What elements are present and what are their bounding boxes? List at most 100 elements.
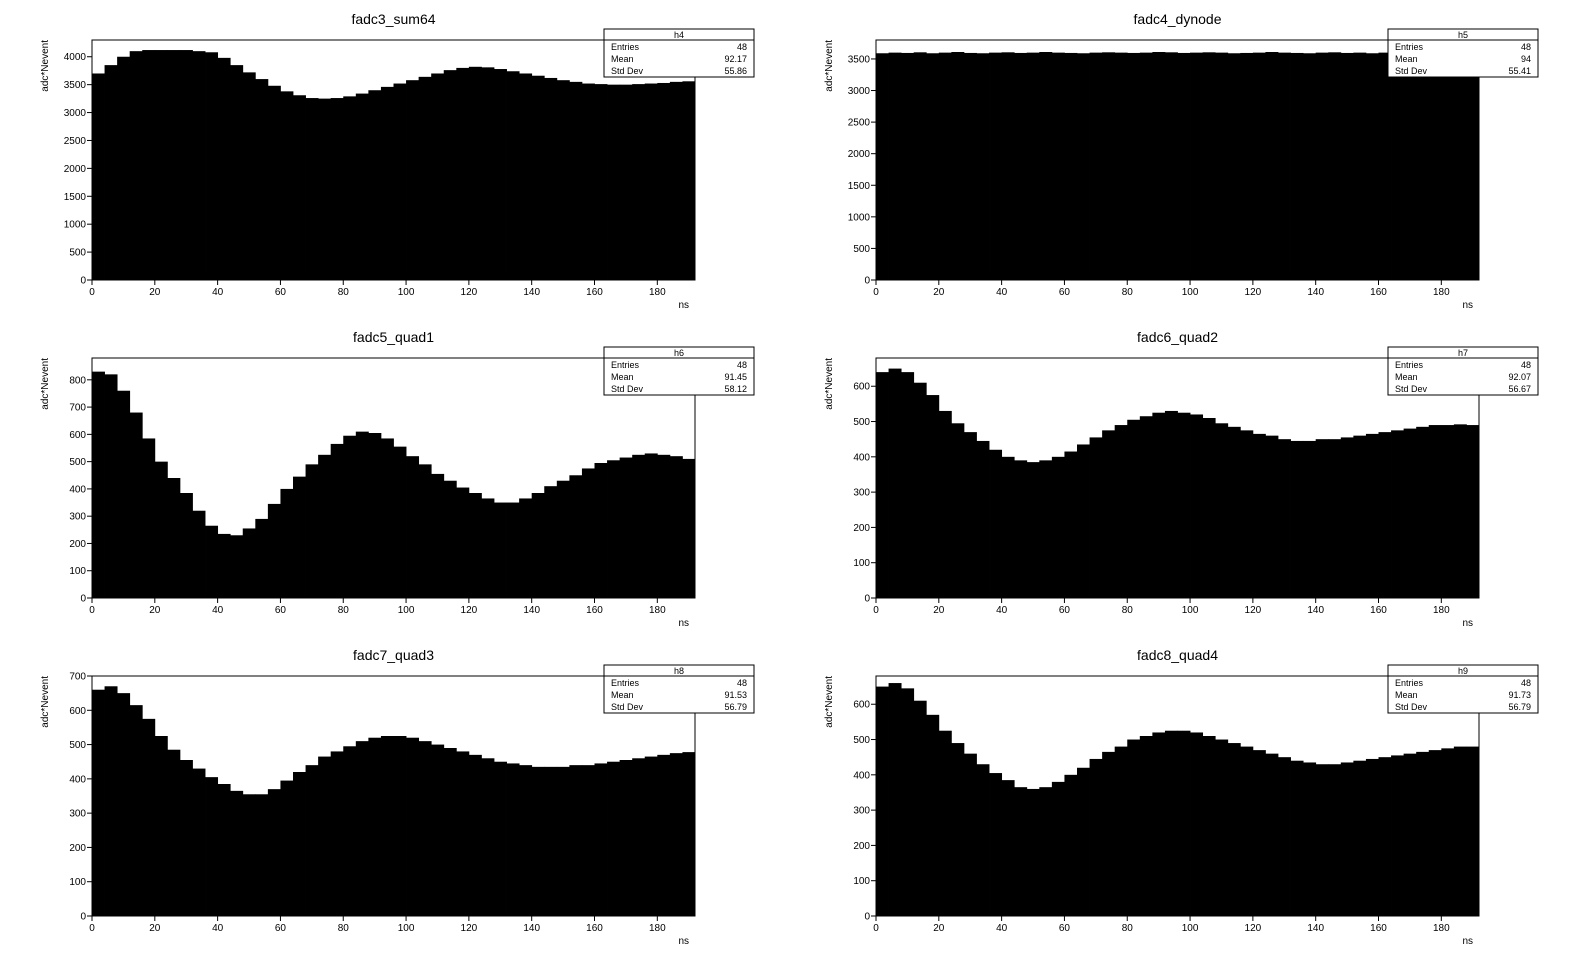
histogram-bar xyxy=(1152,412,1166,598)
histogram-bar xyxy=(129,705,143,916)
histogram-bar xyxy=(1114,746,1128,916)
histogram-bar xyxy=(104,686,118,916)
histogram-bar xyxy=(544,766,558,916)
y-tick-label: 3000 xyxy=(64,108,87,119)
y-tick-label: 4000 xyxy=(64,52,87,63)
histogram-bar xyxy=(1227,743,1241,916)
x-tick-label: 100 xyxy=(398,605,415,616)
x-tick-label: 80 xyxy=(1122,923,1134,934)
y-tick-label: 400 xyxy=(69,774,86,785)
histogram-bar xyxy=(876,372,889,598)
chart-title: fadc4_dynode xyxy=(1134,11,1222,27)
histogram-bar xyxy=(1215,52,1229,281)
y-tick-label: 1500 xyxy=(64,192,87,203)
y-tick-label: 3000 xyxy=(848,86,871,97)
histogram-bar xyxy=(1365,53,1379,281)
stats-stddev-value: 56.67 xyxy=(1508,384,1531,394)
histogram-bar xyxy=(976,764,990,916)
histogram-bar xyxy=(1303,762,1317,916)
histogram-bar xyxy=(104,374,118,598)
x-axis-label: ns xyxy=(678,300,689,311)
histogram-bar xyxy=(217,533,231,598)
x-tick-label: 80 xyxy=(338,923,350,934)
x-tick-label: 180 xyxy=(1433,923,1450,934)
histogram-bar xyxy=(330,443,344,598)
histogram-bar xyxy=(1026,462,1040,598)
x-tick-label: 180 xyxy=(1433,287,1450,298)
x-tick-label: 20 xyxy=(933,605,945,616)
y-tick-label: 500 xyxy=(69,740,86,751)
histogram-bar xyxy=(1278,439,1291,598)
histogram-bar xyxy=(230,535,244,598)
stats-entries-value: 48 xyxy=(737,678,747,688)
histogram-bar xyxy=(569,765,583,916)
histogram-bar xyxy=(1026,788,1040,916)
histogram-pad-fadc7_quad3: fadc7_quad3 0 20 40 60 80 100 120 140 160 180 0 100 2… xyxy=(0,636,798,954)
y-tick-label: 100 xyxy=(69,877,86,888)
stats-mean-label: Mean xyxy=(1395,690,1418,700)
histogram-bar xyxy=(305,98,319,280)
histogram-bar xyxy=(117,390,131,598)
x-tick-label: 60 xyxy=(1059,923,1071,934)
y-tick-label: 3500 xyxy=(64,80,87,91)
histogram-bar xyxy=(619,760,633,916)
histogram-bar xyxy=(418,464,432,598)
histogram-svg: fadc6_quad2 0 20 40 60 80 100 120 140 160 180 0 100 2… xyxy=(824,329,1539,629)
x-axis-label: ns xyxy=(1462,300,1473,311)
histogram-bar xyxy=(494,502,507,598)
histogram-bar xyxy=(1001,52,1015,280)
histogram-bar xyxy=(1428,750,1442,916)
histogram-bar xyxy=(963,753,977,916)
histogram-bar xyxy=(242,528,256,598)
x-tick-label: 180 xyxy=(649,605,666,616)
histogram-bar xyxy=(989,52,1003,281)
histogram-bar xyxy=(1152,732,1166,916)
histogram-bar xyxy=(519,765,533,916)
histogram-bar xyxy=(1164,52,1178,280)
histogram-bar xyxy=(280,488,294,598)
y-tick-label: 700 xyxy=(69,672,86,683)
x-tick-label: 40 xyxy=(996,923,1008,934)
stats-mean-label: Mean xyxy=(611,690,634,700)
histogram-bar xyxy=(1164,730,1178,916)
stats-entries-label: Entries xyxy=(1395,678,1424,688)
stats-stddev-value: 58.12 xyxy=(724,384,747,394)
histogram-bar xyxy=(607,761,621,916)
histogram-bar xyxy=(1152,52,1166,280)
histogram-bar xyxy=(657,754,671,916)
histogram-bar xyxy=(901,372,915,598)
histogram-bar xyxy=(1064,774,1078,916)
histogram-bars xyxy=(92,371,696,598)
histogram-bar xyxy=(468,493,482,598)
histogram-bar xyxy=(926,53,940,281)
histogram-bar xyxy=(142,718,156,916)
histogram-bar xyxy=(989,449,1003,598)
histogram-bar xyxy=(355,741,369,916)
histogram-bar xyxy=(1014,787,1028,916)
histogram-bar xyxy=(1089,437,1103,598)
x-tick-label: 140 xyxy=(523,923,540,934)
histogram-bar xyxy=(951,743,965,916)
y-tick-label: 500 xyxy=(853,244,870,255)
histogram-bar xyxy=(167,50,181,281)
histogram-bar xyxy=(217,57,231,280)
histogram-pad-fadc6_quad2: fadc6_quad2 0 20 40 60 80 100 120 140 160 180 0 100 2… xyxy=(784,318,1582,636)
chart-title: fadc7_quad3 xyxy=(353,647,434,663)
y-tick-label: 600 xyxy=(853,382,870,393)
y-tick-label: 0 xyxy=(864,276,870,287)
histogram-bar xyxy=(418,76,432,280)
histogram-bar xyxy=(556,80,570,281)
stats-box: h5 Entries 48 Mean 94 Std Dev 55.41 xyxy=(1387,28,1539,78)
histogram-bar xyxy=(619,84,633,281)
histogram-bar xyxy=(142,438,156,598)
stats-entries-label: Entries xyxy=(1395,42,1424,52)
y-tick-label: 0 xyxy=(80,276,86,287)
histogram-bar xyxy=(330,751,344,916)
x-tick-label: 60 xyxy=(275,923,287,934)
histogram-bar xyxy=(913,52,927,280)
stats-mean-value: 91.53 xyxy=(724,690,747,700)
histogram-bar xyxy=(1466,425,1480,598)
histogram-bar xyxy=(1026,52,1040,281)
histogram-bar xyxy=(1403,52,1417,280)
histogram-bar xyxy=(443,70,457,281)
